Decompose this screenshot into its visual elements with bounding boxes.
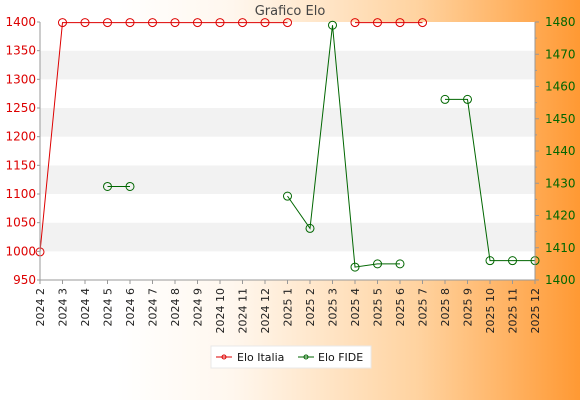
legend-marker-elo-fide (303, 354, 309, 360)
grid-band (40, 251, 535, 280)
grid-band (40, 222, 535, 252)
x-tick-label: 2024 4 (79, 288, 92, 327)
right-tick-label: 1470 (545, 47, 576, 61)
data-point-elo-fide (125, 181, 135, 191)
data-point-elo-italia (215, 18, 225, 28)
data-point-elo-italia (193, 18, 202, 28)
legend-item-elo-fide: Elo FIDE (298, 351, 363, 364)
grid-band (40, 136, 535, 166)
legend: Elo Italia Elo FIDE (210, 345, 372, 369)
legend-item-elo-italia: Elo Italia (216, 351, 284, 364)
x-tick-label: 2025 12 (529, 288, 542, 334)
data-point-elo-fide (283, 191, 292, 201)
right-axis-labels: 1400 1410 1420 1430 1440 1450 1460 1470 1480 (535, 15, 576, 287)
x-axis-labels: 2024 2 2024 3 2024 4 2024 5 2024 6 2024 7 2024… (34, 288, 542, 334)
legend-box (210, 345, 372, 369)
x-tick-label: 2025 7 (417, 288, 430, 327)
chart-title: Grafico Elo (255, 4, 326, 19)
data-point-elo-fide (103, 181, 112, 191)
data-point-elo-italia (170, 18, 180, 28)
data-point-elo-italia (238, 18, 247, 28)
data-point-elo-italia (373, 18, 382, 28)
data-point-elo-italia (148, 18, 157, 28)
x-tick-label: 2024 7 (147, 288, 160, 327)
x-tick-label: 2025 2 (304, 288, 317, 327)
data-point-elo-italia (260, 18, 270, 28)
x-tick-label: 2024 9 (192, 288, 205, 327)
grid-bands (40, 22, 535, 280)
legend-marker-elo-italia (221, 354, 227, 360)
x-tick-label: 2024 5 (102, 288, 115, 327)
x-tick-label: 2024 2 (34, 288, 47, 327)
data-point-elo-fide (395, 259, 405, 269)
data-point-elo-fide (463, 94, 472, 104)
left-tick-label: 1150 (5, 158, 36, 172)
x-tick-label: 2024 12 (259, 288, 272, 334)
data-point-elo-italia (395, 18, 405, 28)
right-tick-label: 1430 (545, 176, 576, 190)
x-tick-label: 2024 3 (57, 288, 70, 327)
data-point-elo-fide (305, 223, 315, 233)
series-points (35, 18, 540, 272)
x-tick-label: 2025 4 (349, 288, 362, 327)
x-tick-label: 2024 6 (124, 288, 137, 327)
x-tick-label: 2025 8 (439, 288, 452, 327)
x-tick-marks (39, 280, 536, 284)
x-tick-label: 2025 5 (372, 288, 385, 327)
data-point-elo-fide (373, 259, 382, 269)
right-tick-label: 1450 (545, 112, 576, 126)
data-point-elo-fide (350, 262, 360, 272)
left-tick-label: 1200 (5, 130, 36, 144)
data-point-elo-italia (125, 18, 135, 28)
grid-band (40, 165, 535, 194)
right-tick-label: 1420 (545, 209, 576, 223)
x-tick-label: 2024 10 (214, 288, 227, 334)
right-tick-label: 1410 (545, 241, 576, 255)
grid-band (40, 79, 535, 108)
data-point-elo-italia (283, 18, 292, 28)
x-tick-label: 2025 11 (507, 288, 520, 334)
left-axis-labels: 950 1000 1050 1100 1150 1200 1250 1300 1350 1400 (5, 15, 40, 287)
data-point-elo-italia (58, 18, 67, 28)
left-tick-label: 1350 (5, 44, 36, 58)
x-tick-label: 2024 8 (169, 288, 182, 327)
left-tick-label: 1300 (5, 72, 36, 86)
grid-band (40, 108, 535, 137)
x-tick-label: 2025 1 (282, 288, 295, 327)
right-tick-label: 1480 (545, 15, 576, 29)
left-tick-label: 1100 (5, 187, 36, 201)
series-line-elo-fide (445, 98, 535, 262)
x-tick-label: 2025 10 (484, 288, 497, 334)
legend-label-elo-italia: Elo Italia (237, 351, 284, 364)
data-point-elo-fide (440, 94, 450, 104)
data-point-elo-fide (328, 20, 337, 30)
x-tick-label: 2024 11 (237, 288, 250, 334)
left-tick-label: 1050 (5, 216, 36, 230)
right-tick-label: 1440 (545, 144, 576, 158)
legend-label-elo-fide: Elo FIDE (318, 351, 363, 364)
right-tick-label: 1400 (545, 273, 576, 287)
right-tick-label: 1460 (545, 80, 576, 94)
left-tick-label: 950 (13, 273, 36, 287)
x-tick-label: 2025 9 (462, 288, 475, 327)
x-tick-label: 2025 3 (327, 288, 340, 327)
data-point-elo-italia (103, 18, 112, 28)
left-tick-label: 1250 (5, 101, 36, 115)
data-point-elo-fide (508, 256, 517, 266)
left-tick-label: 1400 (5, 15, 36, 29)
grid-band (40, 50, 535, 80)
x-tick-label: 2025 6 (394, 288, 407, 327)
data-point-elo-italia (80, 18, 90, 28)
data-point-elo-italia (350, 18, 360, 28)
data-point-elo-italia (418, 18, 427, 28)
left-tick-label: 1000 (5, 244, 36, 258)
grid-band (40, 194, 535, 223)
data-point-elo-fide (485, 256, 495, 266)
